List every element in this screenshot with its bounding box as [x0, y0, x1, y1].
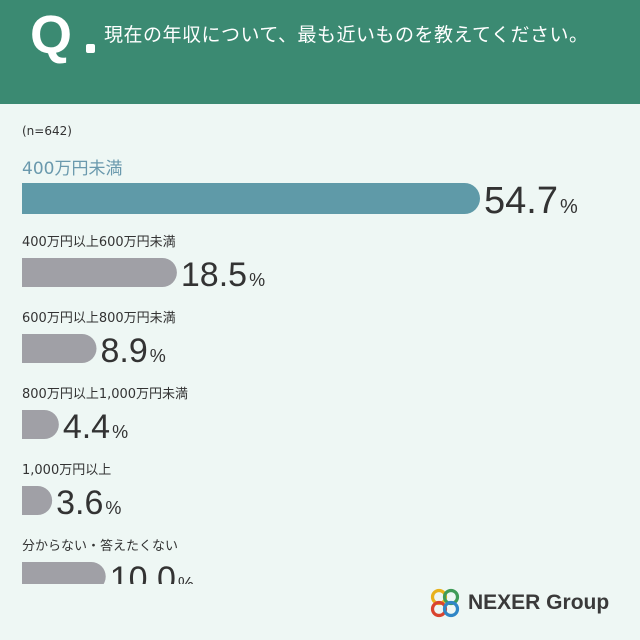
- bar: [22, 183, 480, 214]
- percent-sign: %: [560, 196, 578, 218]
- percent-sign: %: [249, 270, 265, 290]
- value-label: 3.6: [56, 484, 103, 522]
- category-label: 分からない・答えたくない: [22, 538, 178, 554]
- percent-sign: %: [178, 574, 194, 584]
- category-label: 800万円以上1,000万円未満: [22, 387, 188, 402]
- bar: [22, 562, 106, 584]
- sample-size: (n=642): [22, 124, 72, 138]
- bar: [22, 410, 59, 439]
- value-label: 8.9: [101, 332, 148, 370]
- value-label: 54.7: [484, 180, 558, 222]
- question-header: Q 現在の年収について、最も近いものを教えてください。: [0, 0, 640, 104]
- q-mark: Q: [30, 5, 73, 65]
- percent-sign: %: [150, 346, 166, 366]
- category-label: 600万円以上800万円未満: [22, 311, 176, 326]
- value-label: 4.4: [63, 408, 110, 446]
- value-label: 18.5: [181, 256, 247, 294]
- logo-text: NEXER Group: [468, 591, 610, 614]
- percent-sign: %: [105, 498, 121, 518]
- category-label: 400万円以上600万円未満: [22, 235, 176, 250]
- survey-bar-chart: (n=642) 400万円未満 54.7% 400万円以上600万円未満 18.5% 60…: [0, 104, 640, 584]
- nexer-rings-icon: [430, 588, 460, 618]
- percent-sign: %: [112, 422, 128, 442]
- q-dot: [86, 44, 95, 53]
- bar: [22, 258, 177, 287]
- bar: [22, 486, 53, 515]
- category-label: 1,000万円以上: [22, 463, 111, 478]
- bar: [22, 334, 97, 363]
- value-label: 10.0: [110, 560, 176, 584]
- category-label: 400万円未満: [22, 159, 122, 179]
- question-text: 現在の年収について、最も近いものを教えてください。: [104, 24, 589, 46]
- nexer-group-logo: NEXER Group: [428, 588, 628, 620]
